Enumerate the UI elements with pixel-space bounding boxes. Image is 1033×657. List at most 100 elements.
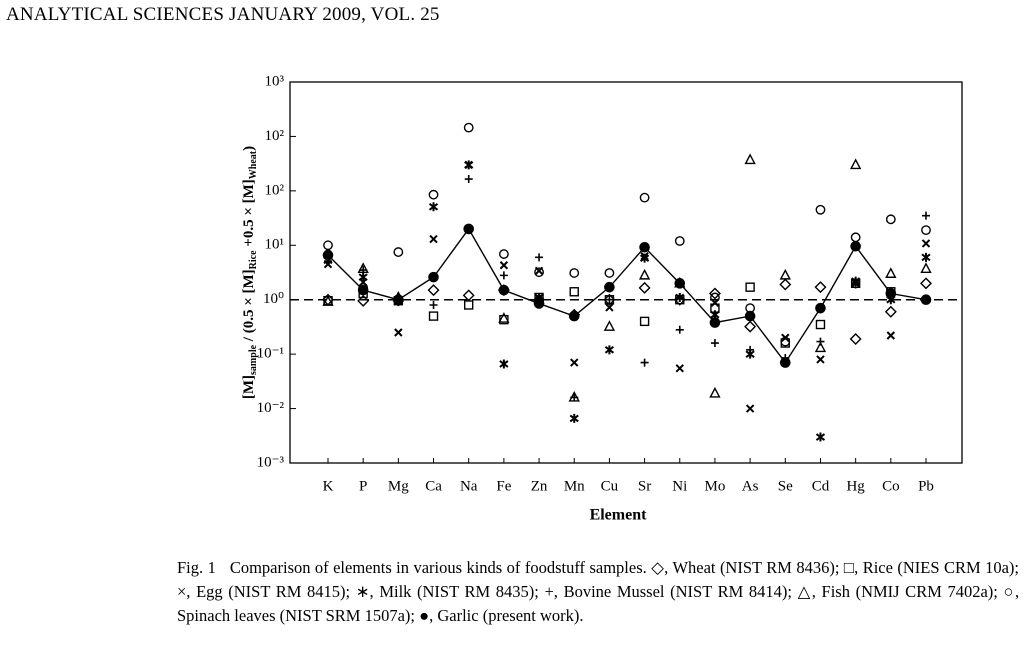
marker-square (428, 311, 439, 321)
marker-plus (429, 300, 438, 309)
legend-name: Milk (NIST RM 8435); (379, 582, 539, 601)
marker-dot (850, 240, 861, 252)
marker-dot (428, 271, 439, 283)
legend-symbol: ●, (419, 606, 434, 625)
x-axis-label: Element (590, 507, 648, 524)
marker-star (639, 253, 650, 263)
x-tick-label: Pb (918, 478, 934, 494)
legend-name: Garlic (present work). (437, 606, 584, 625)
marker-triangle (322, 295, 334, 306)
marker-dot (568, 310, 580, 322)
marker-square (815, 319, 826, 330)
marker-x (886, 331, 896, 340)
marker-x (675, 364, 684, 373)
marker-diamond (814, 281, 827, 294)
marker-dot (393, 294, 404, 306)
x-tick-label: Mg (388, 478, 409, 494)
marker-triangle (920, 262, 932, 273)
marker-x (605, 303, 614, 312)
x-tick-label: As (742, 478, 759, 494)
marker-dot (639, 241, 650, 253)
legend-symbol: +, (544, 582, 558, 601)
marker-diamond (849, 332, 862, 345)
y-tick-label: 10³ (265, 73, 285, 89)
marker-square (464, 300, 474, 310)
marker-x (745, 404, 755, 413)
marker-plus (851, 280, 860, 289)
marker-dot (709, 317, 721, 328)
marker-circle (710, 292, 720, 303)
marker-star (569, 413, 579, 423)
marker-plus (605, 295, 614, 304)
marker-star (464, 160, 474, 170)
marker-diamond (744, 320, 757, 333)
marker-plus (675, 325, 684, 334)
plot-frame (289, 81, 963, 464)
marker-star (675, 292, 685, 302)
marker-triangle (357, 262, 369, 273)
y-axis-label: [M]sample / (0.5 × [M]Rice +0.5 × [M]Whe… (241, 146, 259, 399)
series-line (327, 227, 927, 364)
marker-circle (393, 247, 404, 257)
marker-circle (885, 214, 896, 225)
marker-dot (498, 284, 510, 296)
marker-dot (779, 357, 791, 368)
marker-plus (499, 271, 508, 280)
marker-circle (323, 240, 333, 251)
marker-dot (920, 294, 932, 306)
marker-diamond (708, 287, 721, 300)
marker-star (499, 359, 509, 369)
y-axis-label-part: [M] (241, 375, 257, 399)
marker-diamond (427, 284, 440, 297)
legend-symbol: ◇, (651, 558, 669, 577)
legend-symbol: △, (797, 582, 816, 601)
marker-dot (322, 249, 334, 261)
x-tick-label: Sr (638, 478, 651, 494)
y-tick-label: 10⁻³ (257, 454, 285, 470)
marker-dot (815, 302, 826, 314)
figure-caption: Fig. 1 Comparison of elements in various … (177, 556, 1019, 628)
x-tick-label: Na (460, 478, 478, 494)
marker-dot (357, 284, 369, 296)
marker-plus (710, 339, 719, 348)
y-tick-label: 10² (265, 128, 285, 144)
y-axis-label-part: / (0.5 × [M] (241, 269, 257, 345)
x-tick-label: Fe (496, 478, 511, 494)
marker-square (639, 316, 650, 327)
x-tick-label: Co (882, 478, 900, 494)
y-tick-label: 10¹ (265, 237, 285, 253)
marker-diamond (357, 294, 370, 307)
legend-name: Egg (NIST RM 8415); (196, 582, 351, 601)
marker-diamond (920, 277, 932, 290)
marker-plus (922, 211, 930, 220)
x-tick-label: Cd (812, 478, 830, 494)
marker-x (429, 234, 438, 244)
marker-x (499, 261, 509, 270)
y-axis-label-part: Rice (248, 250, 259, 269)
x-tick-label: Ca (425, 478, 442, 494)
x-tick-label: Se (778, 478, 793, 494)
legend-name: Bovine Mussel (NIST RM 8414); (563, 582, 792, 601)
marker-square (745, 282, 755, 292)
caption-text: Comparison of elements in various kinds … (229, 558, 647, 577)
marker-triangle (814, 341, 827, 353)
marker-triangle (709, 386, 721, 398)
y-tick-label: 10⁻¹ (257, 346, 284, 362)
marker-circle (921, 225, 931, 236)
marker-diamond (638, 281, 651, 294)
marker-triangle (885, 267, 897, 278)
marker-star (428, 202, 439, 212)
marker-dot (885, 288, 897, 299)
legend-symbol: ∗, (355, 582, 374, 601)
marker-star (604, 345, 615, 355)
x-tick-label: Cu (601, 478, 619, 494)
y-axis-label-part: sample (248, 344, 259, 375)
marker-diamond (884, 305, 897, 318)
y-tick-label: 10⁻² (257, 400, 285, 416)
legend-symbol: □, (843, 558, 859, 577)
legend-symbol: ×, (177, 582, 191, 601)
caption-label: Fig. 1 (177, 558, 216, 577)
legend-symbol: ○, (1003, 582, 1020, 601)
marker-circle (850, 232, 861, 243)
marker-circle (639, 192, 650, 203)
